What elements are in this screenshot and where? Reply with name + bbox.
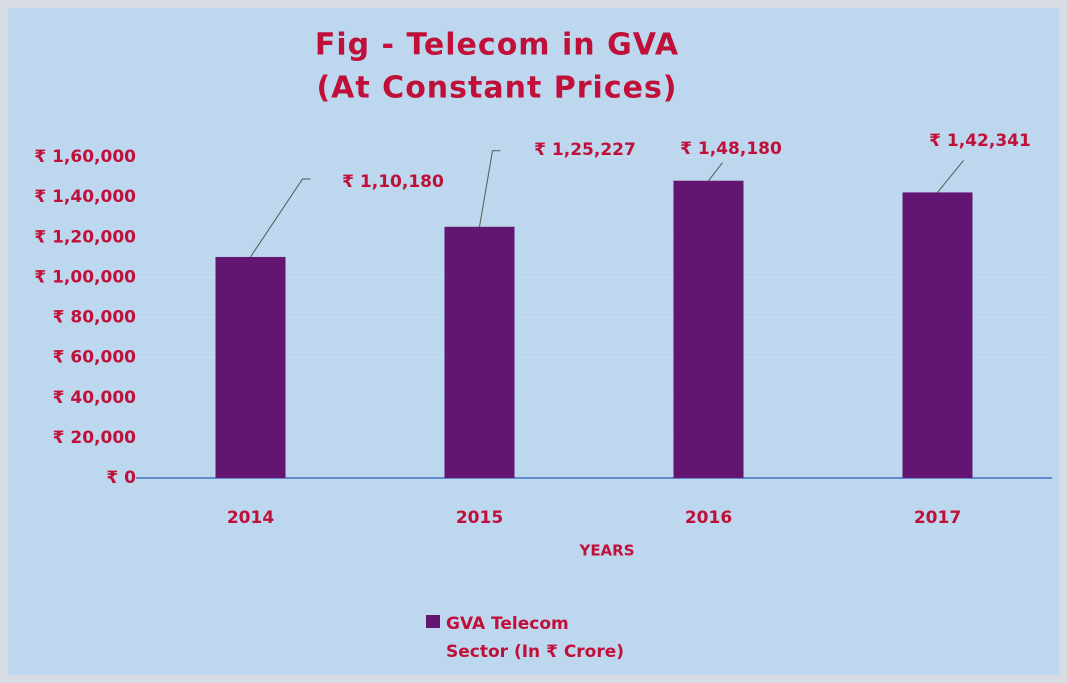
bar bbox=[902, 192, 973, 478]
x-axis-label: YEARS bbox=[578, 542, 634, 560]
y-tick-label: ₹ 40,000 bbox=[53, 388, 137, 408]
x-tick-label: 2017 bbox=[914, 508, 961, 528]
legend: GVA Telecom Sector (In ₹ Crore) bbox=[426, 610, 626, 666]
y-tick-label: ₹ 60,000 bbox=[53, 348, 137, 368]
leader-line bbox=[479, 150, 501, 227]
y-tick-label: ₹ 0 bbox=[106, 468, 136, 488]
leader-line bbox=[708, 162, 723, 182]
legend-swatch bbox=[426, 615, 440, 628]
y-tick-label: ₹ 1,20,000 bbox=[34, 227, 136, 247]
x-tick-label: 2014 bbox=[227, 508, 274, 528]
leader-line bbox=[250, 178, 311, 258]
leader-line bbox=[937, 160, 964, 193]
y-tick-label: ₹ 20,000 bbox=[53, 428, 137, 448]
y-tick-label: ₹ 1,00,000 bbox=[34, 267, 136, 287]
chart-subtitle: (At Constant Prices) bbox=[316, 71, 677, 106]
data-label: ₹ 1,10,180 bbox=[342, 172, 444, 192]
y-tick-label: ₹ 1,60,000 bbox=[34, 147, 136, 167]
data-label: ₹ 1,42,341 bbox=[929, 131, 1031, 151]
data-label: ₹ 1,48,180 bbox=[680, 139, 782, 159]
x-tick-label: 2015 bbox=[456, 508, 503, 528]
y-tick-label: ₹ 80,000 bbox=[53, 308, 137, 328]
bar bbox=[673, 180, 744, 479]
bar bbox=[444, 226, 515, 478]
chart-title: Fig - Telecom in GVA bbox=[315, 28, 679, 63]
y-tick-label: ₹ 1,40,000 bbox=[34, 187, 136, 207]
bar bbox=[215, 256, 286, 478]
data-label: ₹ 1,25,227 bbox=[534, 140, 636, 160]
x-tick-label: 2016 bbox=[685, 508, 732, 528]
legend-label: GVA Telecom Sector (In ₹ Crore) bbox=[446, 614, 625, 662]
chart-panel bbox=[8, 8, 1059, 675]
